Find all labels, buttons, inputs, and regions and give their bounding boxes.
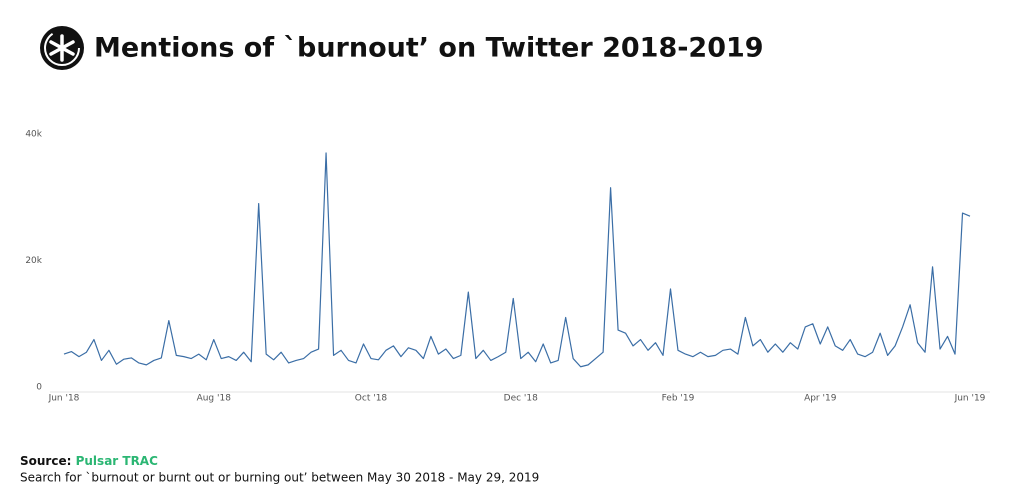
y-tick-label: 40k <box>25 130 42 140</box>
source-label-text: Source: <box>20 454 71 468</box>
x-tick-label: Jun '18 <box>48 394 80 404</box>
x-tick-label: Feb '19 <box>662 394 695 404</box>
x-tick-label: Aug '18 <box>197 394 232 404</box>
plot: 0 20k 40k Jun '18 Aug '18 Oct '18 Dec '18 Feb '… <box>25 130 990 404</box>
x-tick-label: Oct '18 <box>355 394 388 404</box>
source-name: Pulsar TRAC <box>76 454 159 468</box>
line-series <box>63 152 971 368</box>
chart-title: Mentions of `burnout’ on Twitter 2018-20… <box>94 33 764 64</box>
source-note: Search for `burnout or burnt out or burn… <box>20 471 539 485</box>
source-label: Source: Pulsar TRAC <box>20 454 158 468</box>
y-tick-label: 20k <box>25 256 42 266</box>
y-tick-label: 0 <box>36 383 42 393</box>
x-tick-label: Apr '19 <box>804 394 837 404</box>
x-tick-label: Jun '19 <box>954 394 986 404</box>
x-tick-label: Dec '18 <box>504 394 538 404</box>
logo <box>40 26 84 70</box>
